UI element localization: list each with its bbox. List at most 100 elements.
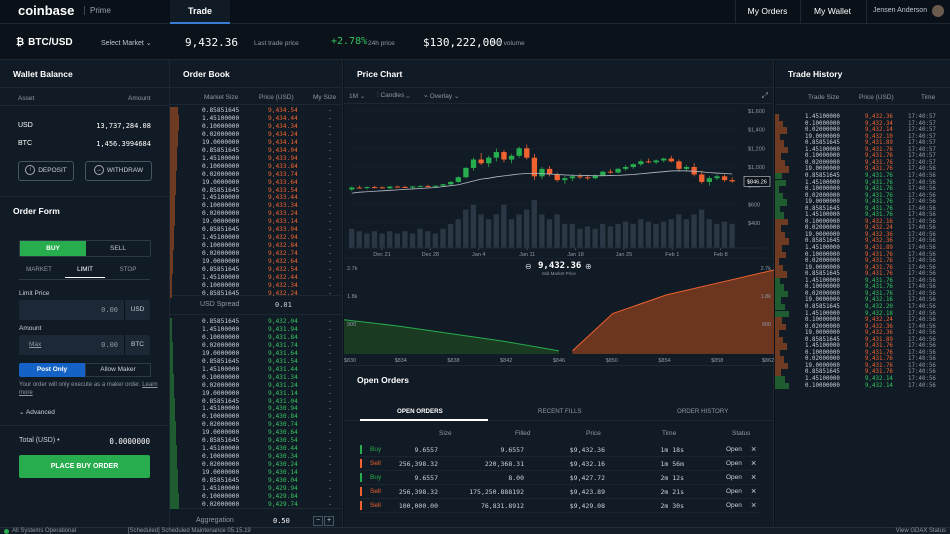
zoom-in-icon[interactable]: ⊕ — [585, 262, 592, 271]
amount-input[interactable]: Max 0.00 BTC — [19, 335, 150, 355]
book-row[interactable]: 0.85851645 9,430.54 - — [170, 437, 342, 446]
book-row[interactable]: 1.45100000 9,432.94 - — [170, 234, 342, 243]
tab-market[interactable]: MARKET — [26, 266, 52, 273]
limit-price-input[interactable]: 0.00 USD — [19, 300, 150, 320]
book-row[interactable]: 0.85851645 9,430.04 - — [170, 477, 342, 485]
aggregation-increase-button[interactable]: + — [324, 516, 334, 526]
status-link[interactable]: View GDAX Status — [895, 528, 946, 534]
book-row[interactable]: 1.45100000 9,430.44 - — [170, 445, 342, 454]
cancel-order-icon[interactable]: × — [751, 444, 757, 454]
order-row[interactable]: Sell 256,398.32 175,250.888192 $9,423.89 2m … — [360, 485, 760, 499]
maintenance-notice[interactable]: [Scheduled] Scheduled Maintenance 05.15.… — [128, 528, 251, 534]
book-row[interactable]: 0.10000000 9,430.84 - — [170, 413, 342, 422]
book-row[interactable]: 0.85851645 9,431.54 - — [170, 357, 342, 366]
book-row[interactable]: 0.85851645 9,433.04 - — [170, 226, 342, 235]
status-message[interactable]: All Systems Operational — [12, 528, 77, 534]
book-row[interactable]: 19.0000000 9,430.64 - — [170, 429, 342, 438]
cancel-order-icon[interactable]: × — [751, 472, 757, 482]
trade-price: 9,431.76 — [865, 264, 893, 271]
book-row[interactable]: 0.85851645 9,432.04 - — [170, 318, 342, 326]
book-row[interactable]: 19.0000000 9,432.64 - — [170, 258, 342, 267]
book-row[interactable]: 1.45100000 9,431.94 - — [170, 325, 342, 334]
book-row[interactable]: 0.10000000 9,429.84 - — [170, 492, 342, 501]
book-row[interactable]: 0.10000000 9,430.34 - — [170, 453, 342, 462]
depth-chart[interactable]: 2.7k 2.7k 1.8k 1.8k 900 900 $830 $834 $838 $842 $8… — [344, 258, 774, 365]
book-row[interactable]: 1.45100000 9,432.44 - — [170, 273, 342, 282]
book-row[interactable]: 0.85851645 9,434.54 - — [170, 107, 342, 115]
tab-open-orders[interactable]: OPEN ORDERS — [397, 408, 443, 415]
order-row[interactable]: Buy 9.6557 9.6557 $9,432.36 1m 18s Open × — [360, 443, 760, 457]
brand-logo[interactable]: coinbase — [18, 3, 75, 18]
order-row[interactable]: Sell 100,000.00 76,831.8912 $9,429.08 2m 30s… — [360, 499, 760, 513]
overlay-dropdown[interactable]: ⌁ Overlay ⌄ — [424, 92, 459, 100]
book-row[interactable]: 0.10000000 9,433.34 - — [170, 202, 342, 211]
book-row[interactable]: 1.45100000 9,430.94 - — [170, 405, 342, 414]
aggregation-decrease-button[interactable]: − — [313, 516, 323, 526]
book-row[interactable]: 0.02000000 9,434.24 - — [170, 130, 342, 139]
order-row[interactable]: Buy 9.6557 8.00 $9,427.72 2m 12s Open × — [360, 471, 760, 485]
buy-tab[interactable]: BUY — [20, 241, 86, 256]
book-row[interactable]: 0.02000000 9,431.74 - — [170, 341, 342, 350]
book-row[interactable]: 0.02000000 9,433.74 - — [170, 170, 342, 179]
interval-dropdown[interactable]: 1M ⌄ — [349, 92, 365, 100]
pair-selector[interactable]: ₿ BTC/USD — [16, 37, 73, 48]
book-row[interactable]: 0.10000000 9,431.34 - — [170, 373, 342, 382]
book-row[interactable]: 0.85851645 9,431.04 - — [170, 397, 342, 406]
book-row[interactable]: 1.45100000 9,433.44 - — [170, 194, 342, 203]
learn-more-link[interactable]: Learn more — [19, 382, 158, 396]
expand-icon[interactable]: ⤢ — [761, 91, 768, 100]
tab-order-history[interactable]: ORDER HISTORY — [677, 408, 729, 415]
user-menu[interactable]: Jensen Anderson — [866, 0, 950, 24]
cancel-order-icon[interactable]: × — [751, 500, 757, 510]
book-row[interactable]: 19.0000000 9,433.14 - — [170, 218, 342, 227]
nav-trade[interactable]: Trade — [170, 0, 230, 24]
candlestick-chart[interactable]: $1,600$1,400$1,200$1,000$800$600$400$846… — [344, 105, 774, 257]
tab-recent-fills[interactable]: RECENT FILLS — [538, 408, 582, 415]
candles-dropdown[interactable]: ⫶ Candles ⌄ — [377, 92, 410, 100]
book-row[interactable]: 0.85851645 9,433.54 - — [170, 186, 342, 195]
book-row[interactable]: 19.0000000 9,431.14 - — [170, 389, 342, 398]
trade-row: 0.10000000 9,431.76 17:40:56 — [775, 251, 950, 259]
book-row[interactable]: 0.02000000 9,432.74 - — [170, 250, 342, 259]
cancel-order-icon[interactable]: × — [751, 486, 757, 496]
book-row[interactable]: 1.45100000 9,431.44 - — [170, 365, 342, 374]
book-row[interactable]: 0.02000000 9,429.74 - — [170, 500, 342, 509]
place-buy-order-button[interactable]: PLACE BUY ORDER — [19, 455, 150, 478]
book-row[interactable]: 19.0000000 9,434.14 - — [170, 138, 342, 147]
cancel-order-icon[interactable]: × — [751, 458, 757, 468]
book-row[interactable]: 0.02000000 9,430.74 - — [170, 421, 342, 430]
book-row[interactable]: 1.45100000 9,433.94 - — [170, 154, 342, 163]
book-row[interactable]: 0.10000000 9,432.84 - — [170, 242, 342, 251]
trade-price: 9,432.24 — [865, 317, 893, 324]
book-row[interactable]: 0.85851645 9,432.54 - — [170, 266, 342, 274]
advanced-toggle[interactable]: ⌄ Advanced — [19, 408, 55, 416]
book-row[interactable]: 0.02000000 9,430.24 - — [170, 461, 342, 470]
select-market-dropdown[interactable]: Select Market ⌄ — [101, 39, 152, 47]
post-only-toggle[interactable]: Post Only — [19, 363, 85, 377]
book-row[interactable]: 19.0000000 9,433.64 - — [170, 178, 342, 187]
allow-maker-toggle[interactable]: Allow Maker — [85, 363, 151, 377]
book-row[interactable]: 1.45100000 9,434.44 - — [170, 114, 342, 123]
book-row[interactable]: 19.0000000 9,430.14 - — [170, 469, 342, 478]
order-row[interactable]: Sell 256,398.32 220,368.31 $9,432.16 1m 56m O… — [360, 457, 760, 471]
book-row[interactable]: 0.85851645 9,432.24 - — [170, 289, 342, 298]
book-row[interactable]: 0.10000000 9,433.84 - — [170, 162, 342, 171]
book-row[interactable]: 0.85851645 9,434.04 - — [170, 146, 342, 155]
deposit-button[interactable]: ↑ DEPOSIT — [18, 161, 74, 181]
zoom-out-icon[interactable]: ⊖ — [525, 262, 532, 271]
withdraw-button[interactable]: → WITHDRAW — [85, 161, 152, 181]
book-row[interactable]: 0.10000000 9,431.84 - — [170, 333, 342, 342]
volume-bar — [440, 228, 446, 248]
book-row[interactable]: 0.02000000 9,433.24 - — [170, 210, 342, 219]
nav-my-wallet[interactable]: My Wallet — [800, 0, 864, 24]
book-row[interactable]: 1.45100000 9,429.94 - — [170, 484, 342, 493]
sell-tab[interactable]: SELL — [110, 245, 126, 252]
tab-limit[interactable]: LIMIT — [65, 266, 105, 278]
tab-stop[interactable]: STOP — [119, 266, 137, 273]
book-row[interactable]: 19.0000000 9,431.64 - — [170, 349, 342, 358]
book-row[interactable]: 0.02000000 9,431.24 - — [170, 381, 342, 390]
max-link[interactable]: Max — [29, 341, 42, 348]
book-row[interactable]: 0.10000000 9,434.34 - — [170, 122, 342, 131]
nav-my-orders[interactable]: My Orders — [735, 0, 799, 24]
book-row[interactable]: 0.10000000 9,432.34 - — [170, 281, 342, 290]
